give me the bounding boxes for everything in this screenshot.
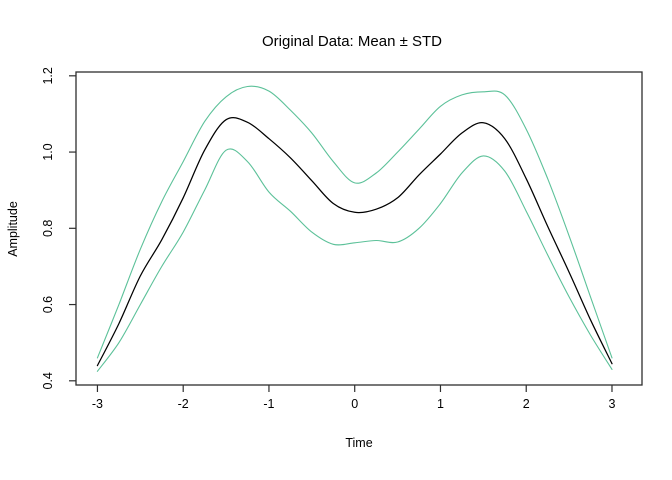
chart-title: Original Data: Mean ± STD	[262, 33, 442, 50]
x-tick-label: -1	[263, 397, 274, 411]
x-tick-label: -2	[178, 397, 189, 411]
y-tick-label: 0.4	[41, 372, 55, 389]
x-axis-label: Time	[345, 436, 372, 450]
series-line-mean	[96, 116, 613, 367]
y-tick-label: 0.6	[41, 296, 55, 313]
x-tick-label: -3	[92, 397, 103, 411]
y-axis-label: Amplitude	[6, 201, 20, 257]
x-tick-label: 1	[437, 397, 444, 411]
series-line-mean_minus_std	[96, 148, 613, 372]
plot-box	[75, 71, 643, 386]
x-tick-label: 2	[523, 397, 530, 411]
plot-area: -3 -2 -1 0 1 2 3 0.4 0.6 0.8 1.0 1.2	[41, 67, 643, 411]
x-tick-label: 3	[609, 397, 616, 411]
y-tick-label: 1.2	[41, 67, 55, 84]
series-line-mean_plus_std	[96, 85, 613, 359]
y-tick-label: 0.8	[41, 220, 55, 237]
y-tick-label: 1.0	[41, 143, 55, 160]
x-tick-label: 0	[351, 397, 358, 411]
